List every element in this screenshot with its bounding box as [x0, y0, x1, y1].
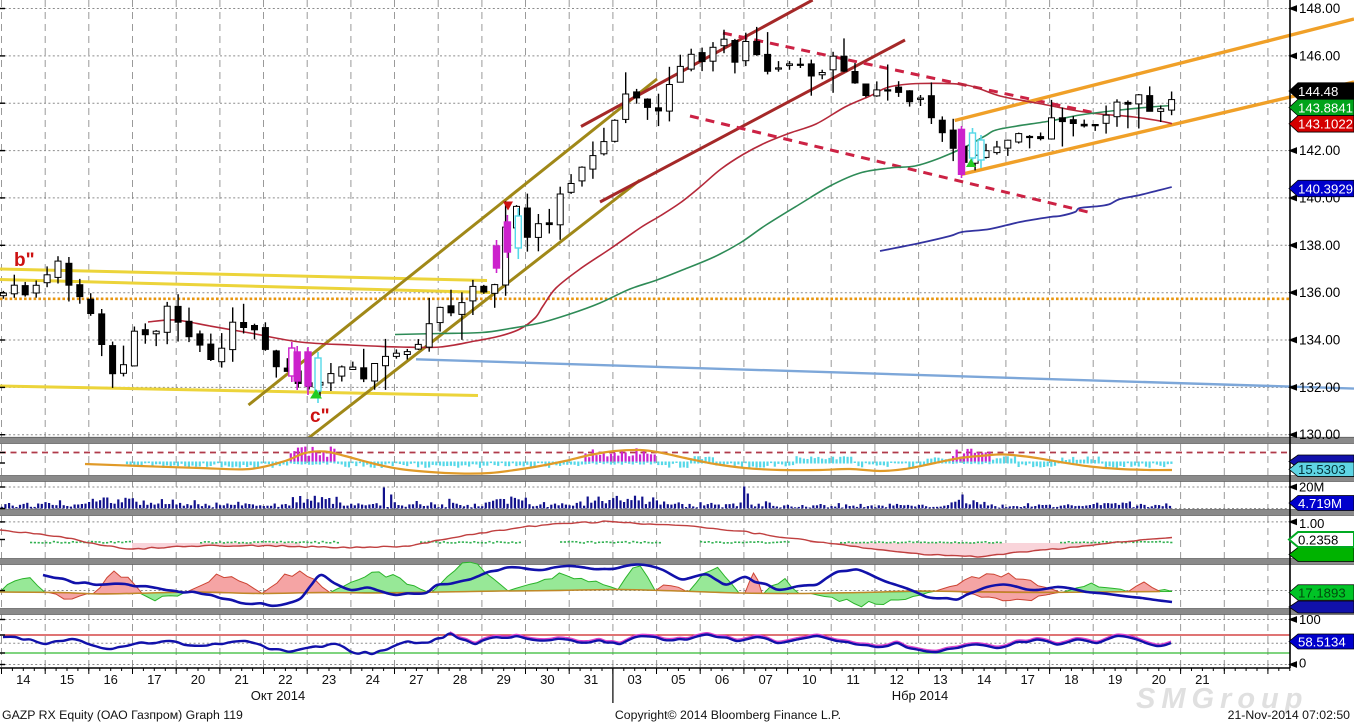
- svg-text:148.00: 148.00: [1299, 1, 1340, 16]
- svg-text:24: 24: [365, 672, 379, 687]
- svg-text:b": b": [14, 250, 35, 271]
- svg-text:20M: 20M: [1299, 480, 1324, 495]
- svg-text:17.1893: 17.1893: [1298, 585, 1346, 600]
- svg-text:28: 28: [453, 672, 467, 687]
- svg-text:27: 27: [409, 672, 423, 687]
- svg-text:07: 07: [758, 672, 772, 687]
- svg-text:4.719M: 4.719M: [1298, 496, 1342, 511]
- svg-text:142.00: 142.00: [1299, 143, 1340, 158]
- svg-text:138.00: 138.00: [1299, 238, 1340, 253]
- svg-text:132.00: 132.00: [1299, 380, 1340, 395]
- svg-text:10: 10: [802, 672, 816, 687]
- svg-text:146.00: 146.00: [1299, 48, 1340, 63]
- svg-text:100: 100: [1299, 612, 1321, 627]
- svg-text:20: 20: [191, 672, 205, 687]
- svg-text:11: 11: [846, 672, 860, 687]
- svg-text:17: 17: [1020, 672, 1034, 687]
- svg-text:c": c": [310, 406, 330, 427]
- svg-text:21-Nov-2014 07:02:50: 21-Nov-2014 07:02:50: [1228, 708, 1351, 722]
- svg-text:GAZP RX Equity (ОАО Газпром) G: GAZP RX Equity (ОАО Газпром) Graph 119: [2, 708, 243, 722]
- svg-text:Нбр 2014: Нбр 2014: [892, 688, 949, 703]
- svg-text:30: 30: [540, 672, 554, 687]
- svg-text:18: 18: [1064, 672, 1078, 687]
- svg-text:144.48: 144.48: [1298, 84, 1338, 99]
- svg-text:13: 13: [933, 672, 947, 687]
- svg-text:19: 19: [1108, 672, 1122, 687]
- svg-text:05: 05: [671, 672, 685, 687]
- svg-text:130.00: 130.00: [1299, 427, 1340, 442]
- svg-text:Окт 2014: Окт 2014: [251, 688, 305, 703]
- svg-text:31: 31: [584, 672, 598, 687]
- svg-text:143.8841: 143.8841: [1298, 100, 1353, 115]
- svg-text:0: 0: [1299, 656, 1306, 671]
- svg-text:16: 16: [103, 672, 117, 687]
- svg-text:12: 12: [889, 672, 903, 687]
- svg-text:1.00: 1.00: [1299, 516, 1324, 531]
- svg-text:134.00: 134.00: [1299, 333, 1340, 348]
- svg-text:14: 14: [977, 672, 991, 687]
- svg-text:03: 03: [627, 672, 641, 687]
- svg-text:15.5303: 15.5303: [1298, 462, 1346, 477]
- svg-text:140.3929: 140.3929: [1298, 181, 1353, 196]
- svg-text:22: 22: [278, 672, 292, 687]
- svg-text:21: 21: [234, 672, 248, 687]
- svg-text:17: 17: [147, 672, 161, 687]
- svg-text:15: 15: [60, 672, 74, 687]
- svg-text:143.1022: 143.1022: [1298, 117, 1353, 132]
- svg-text:136.00: 136.00: [1299, 285, 1340, 300]
- svg-text:Copyright© 2014 Bloomberg Fina: Copyright© 2014 Bloomberg Finance L.P.: [615, 708, 841, 722]
- svg-text:29: 29: [496, 672, 510, 687]
- svg-text:14: 14: [16, 672, 30, 687]
- svg-text:23: 23: [322, 672, 336, 687]
- svg-text:06: 06: [715, 672, 729, 687]
- svg-text:58.5134: 58.5134: [1298, 634, 1346, 649]
- svg-text:0.2358: 0.2358: [1298, 532, 1338, 547]
